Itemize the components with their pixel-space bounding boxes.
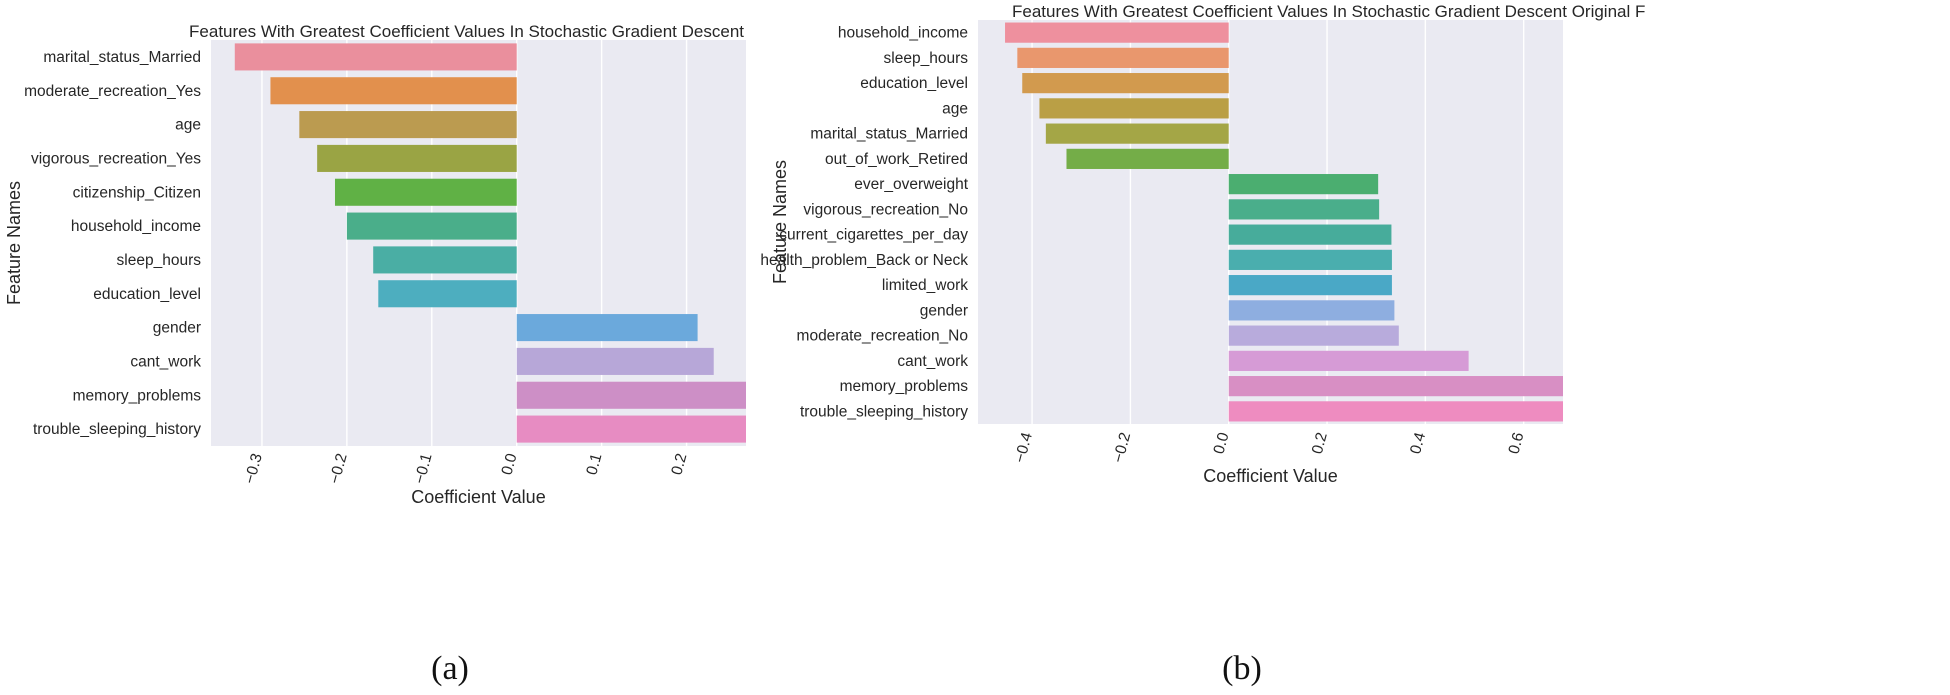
bar xyxy=(516,415,746,443)
x-axis-label: Coefficient Value xyxy=(1203,466,1337,486)
y-tick-label: current_cigarettes_per_day xyxy=(779,227,968,244)
bar xyxy=(1045,123,1229,144)
panel-label: (b) xyxy=(1222,650,1262,687)
bar xyxy=(1066,148,1229,169)
y-tick-label: memory_problems xyxy=(73,387,202,404)
y-tick-label: gender xyxy=(153,320,201,337)
y-tick-label: out_of_work_Retired xyxy=(825,151,968,168)
y-tick-label: gender xyxy=(920,302,968,319)
y-tick-label: education_level xyxy=(860,75,968,92)
y-tick-label: memory_problems xyxy=(840,378,969,395)
x-tick-label: −0.2 xyxy=(1110,431,1134,465)
y-tick-label: sleep_hours xyxy=(884,50,969,67)
y-tick-label: education_level xyxy=(93,286,201,303)
y-tick-label: age xyxy=(942,100,968,117)
bar xyxy=(516,347,714,375)
x-tick-label: −0.3 xyxy=(241,452,265,486)
bar xyxy=(1228,275,1392,296)
x-tick-label: 0.6 xyxy=(1506,431,1528,456)
bar xyxy=(1228,401,1563,422)
x-tick-label: −0.1 xyxy=(411,452,435,486)
bar xyxy=(1228,199,1380,220)
y-tick-label: moderate_recreation_No xyxy=(797,328,968,345)
bar xyxy=(1228,300,1395,321)
y-tick-label: household_income xyxy=(71,218,201,235)
x-tick-label: −0.2 xyxy=(326,452,350,486)
x-tick-label: 0.0 xyxy=(1211,430,1233,456)
panel-label: (a) xyxy=(431,650,469,687)
y-tick-label: health_problem_Back or Neck xyxy=(760,252,968,269)
chart-panel-a: −0.3 −0.2 −0.1 0.0 0.1 0.2 marital_status_Marr… xyxy=(4,22,746,687)
bar xyxy=(270,77,517,105)
y-tick-label: trouble_sleeping_history xyxy=(800,403,968,420)
y-tick-label: marital_status_Married xyxy=(43,49,201,66)
y-tick-label: trouble_sleeping_history xyxy=(33,421,201,438)
x-tick-label: −0.4 xyxy=(1012,430,1036,464)
bar xyxy=(378,280,517,308)
y-tick-label: household_income xyxy=(838,25,968,42)
y-tick-label: marital_status_Married xyxy=(810,126,968,143)
bar xyxy=(1022,73,1229,94)
bar xyxy=(317,144,517,172)
x-tick-label: 0.1 xyxy=(583,452,605,477)
bar xyxy=(1228,249,1392,270)
bar xyxy=(516,314,698,342)
chart-title: Features With Greatest Coefficient Value… xyxy=(189,22,744,41)
bar xyxy=(1228,325,1399,346)
y-tick-label: sleep_hours xyxy=(117,252,202,269)
y-tick-label: limited_work xyxy=(882,277,968,294)
y-tick-label: vigorous_recreation_Yes xyxy=(31,150,201,167)
y-axis-label: Feature Names xyxy=(4,181,24,305)
plot-background xyxy=(211,40,746,446)
bar xyxy=(516,381,746,409)
y-tick-label: cant_work xyxy=(897,353,968,370)
y-tick-label: ever_overweight xyxy=(854,176,968,193)
y-tick-label: citizenship_Citizen xyxy=(73,184,201,201)
bar xyxy=(1228,350,1469,371)
x-tick-label: 0.2 xyxy=(1309,431,1331,456)
bar xyxy=(1017,47,1229,68)
x-tick-label: 0.2 xyxy=(668,452,690,477)
x-tick-label: 0.4 xyxy=(1407,430,1429,456)
y-tick-label: cant_work xyxy=(130,353,201,370)
bar xyxy=(234,43,517,71)
y-tick-label: vigorous_recreation_No xyxy=(803,201,968,218)
y-axis-label: Feature Names xyxy=(770,160,790,284)
bar xyxy=(1228,174,1379,195)
bar xyxy=(373,246,517,274)
bar xyxy=(1228,376,1563,397)
y-tick-label: moderate_recreation_Yes xyxy=(24,83,201,100)
bar xyxy=(1228,224,1392,245)
y-tick-label: age xyxy=(175,117,201,134)
bar xyxy=(346,212,517,240)
bar xyxy=(1005,22,1229,43)
x-tick-label: 0.0 xyxy=(499,451,521,477)
bar xyxy=(1039,98,1229,119)
chart-panel-b: −0.4 −0.2 0.0 0.2 0.4 0.6 household_incomeslee… xyxy=(760,2,1645,687)
bar xyxy=(299,111,517,139)
x-axis-label: Coefficient Value xyxy=(411,487,545,507)
chart-title: Features With Greatest Coefficient Value… xyxy=(1012,2,1645,21)
bar xyxy=(334,178,517,206)
